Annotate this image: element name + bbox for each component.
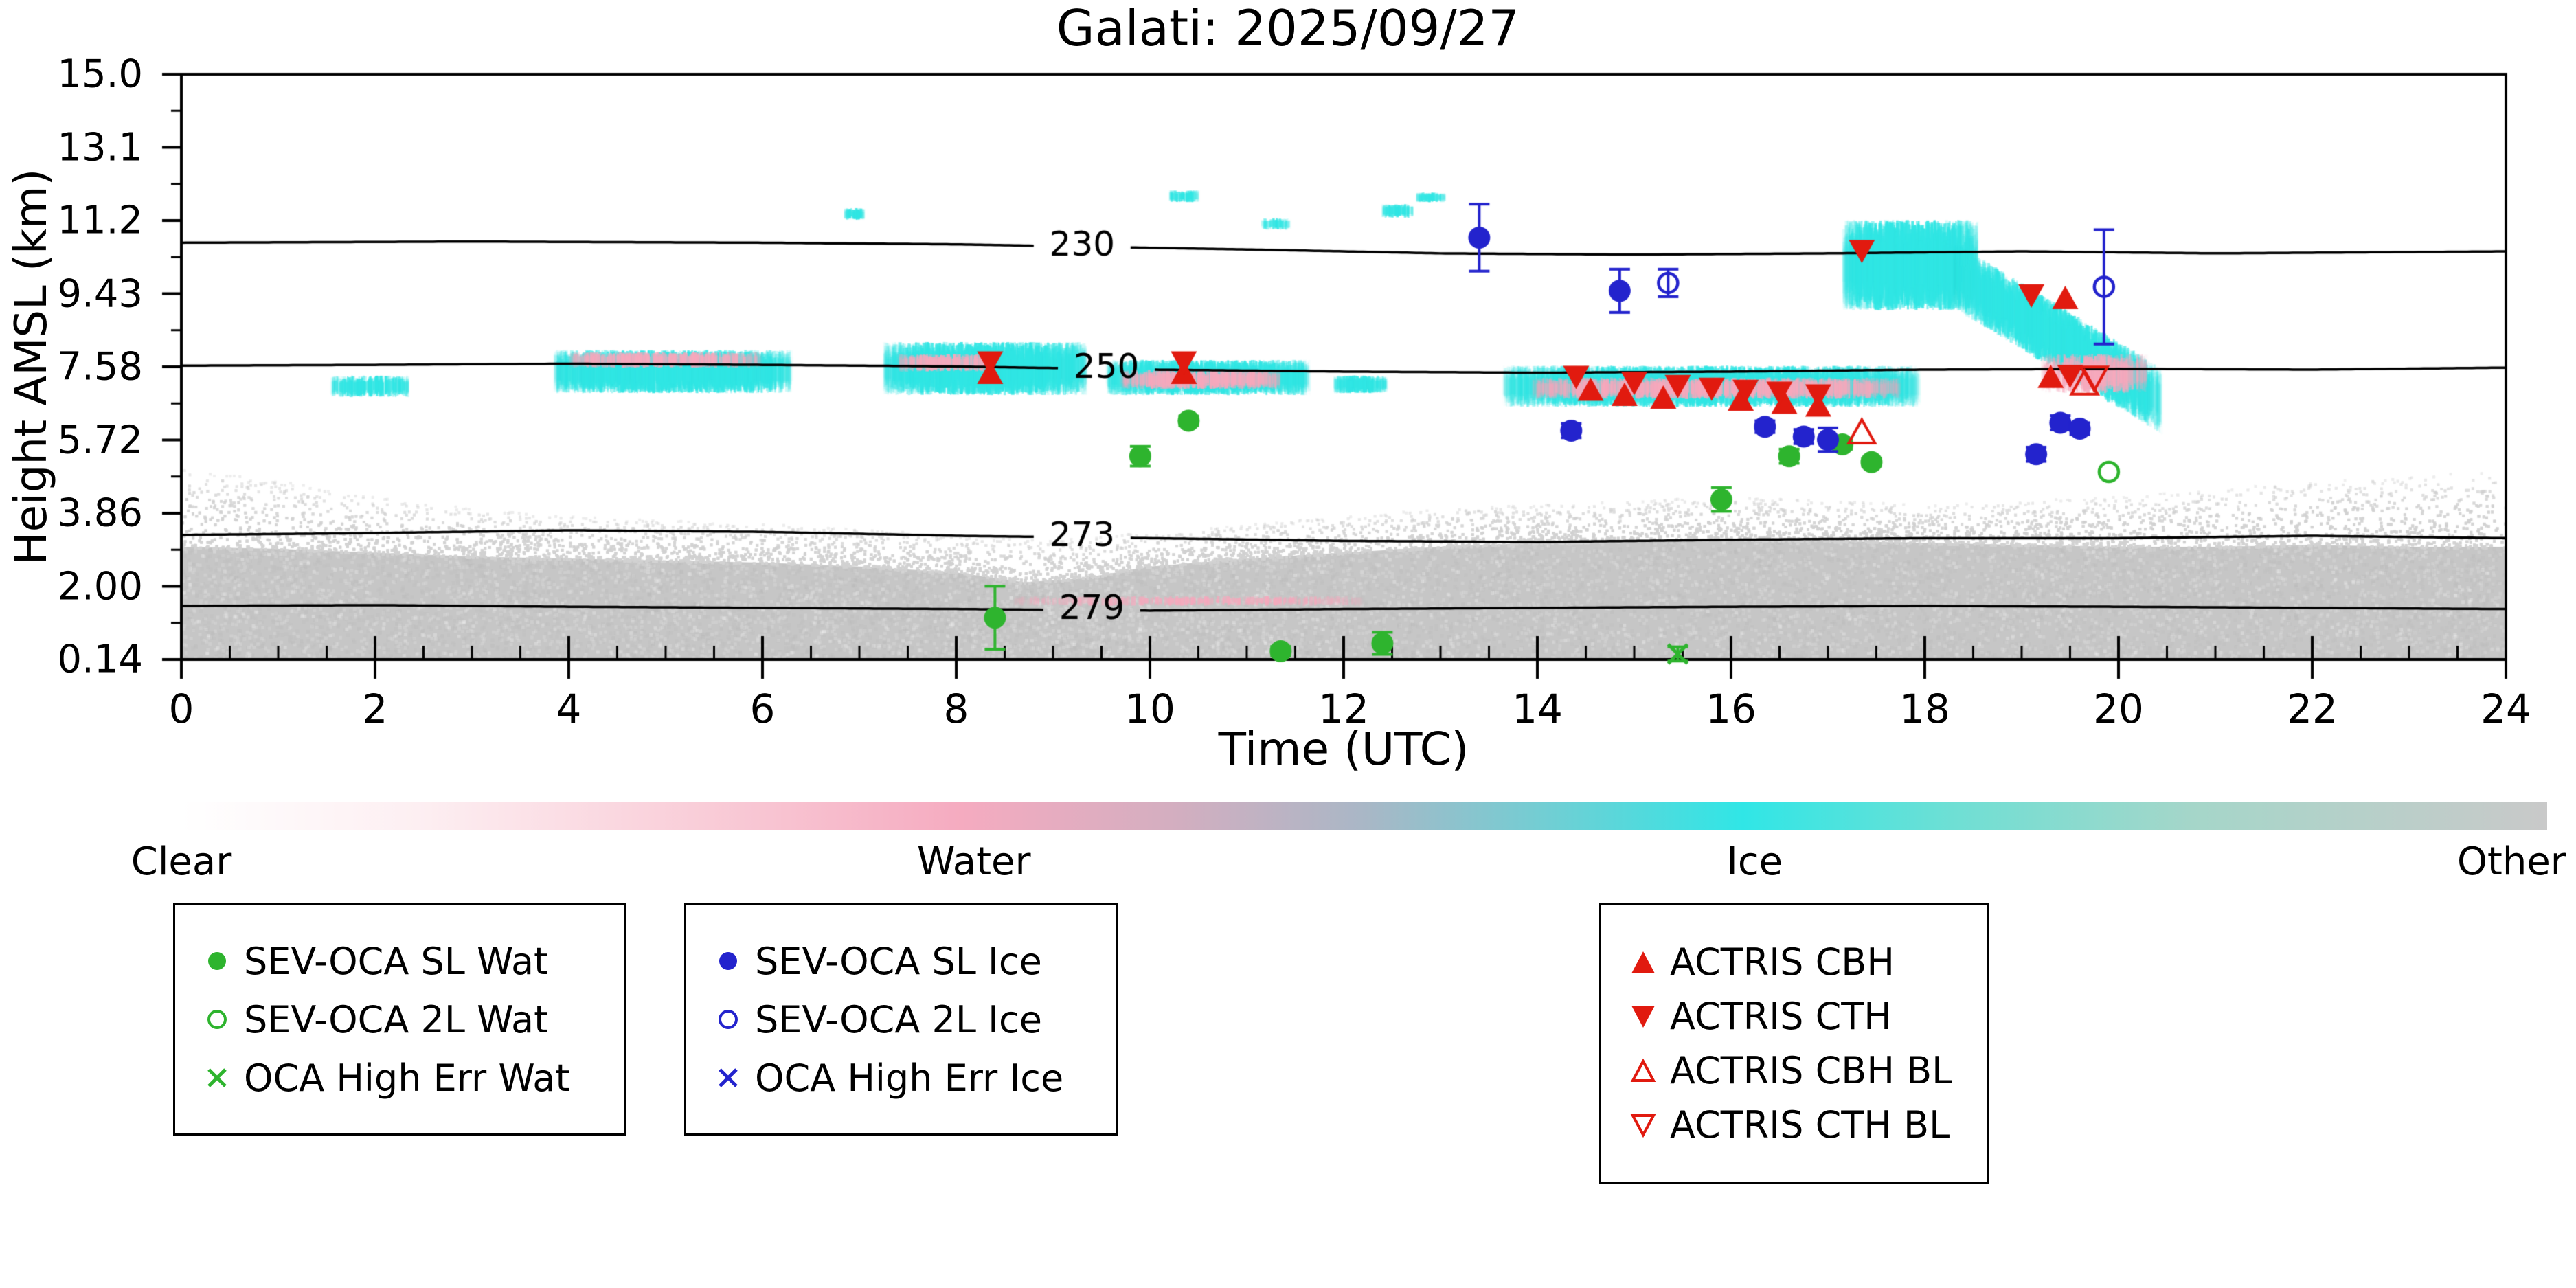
x-tick-label: 6 [749, 686, 776, 732]
x-tick-label: 20 [2093, 686, 2144, 732]
legend-item-high_err_wat: OCA High Err Wat [201, 1057, 598, 1100]
legend-label-cth: ACTRIS CTH [1670, 995, 1892, 1038]
colorbar-label-water: Water [916, 839, 1031, 884]
y-tick-label: 0.14 [57, 637, 143, 682]
2l_ice-marker-icon [719, 1010, 738, 1029]
legend-label-sl_ice: SEV-OCA SL Ice [755, 939, 1042, 983]
legend-label-sl_wat: SEV-OCA SL Wat [244, 939, 549, 983]
x-tick-label: 2 [362, 686, 388, 732]
y-tick-label: 2.00 [57, 564, 143, 609]
x-tick-label: 16 [1706, 686, 1756, 732]
x-tick-label: 8 [943, 686, 969, 732]
colorbar-label-ice: Ice [1726, 839, 1783, 884]
sl_ice-marker-icon [719, 952, 737, 970]
cbh-marker-icon [1631, 951, 1655, 973]
y-tick-label: 15.0 [57, 52, 143, 97]
x-axis-label: Time (UTC) [1218, 723, 1469, 776]
sl_wat-marker-icon [208, 952, 226, 970]
legend-label-cth_bl: ACTRIS CTH BL [1670, 1103, 1950, 1146]
y-axis-label: Height AMSL (km) [6, 168, 57, 565]
x-tick-label: 10 [1125, 686, 1175, 732]
cth_bl-marker-icon [1630, 1114, 1656, 1138]
legend-box-ice: SEV-OCA SL Ice SEV-OCA 2L Ice OCA High Err… [684, 903, 1118, 1136]
legend-label-cbh_bl: ACTRIS CBH BL [1670, 1049, 1953, 1092]
y-tick-label: 9.43 [57, 271, 143, 316]
legend-item-sl_wat: SEV-OCA SL Wat [201, 940, 598, 983]
cth-marker-icon [1631, 1005, 1655, 1028]
x-tick-label: 14 [1512, 686, 1563, 732]
colorbar-label-other: Other [2456, 839, 2566, 884]
legend-item-high_err_ice: OCA High Err Ice [712, 1057, 1090, 1100]
x-tick-label: 24 [2481, 686, 2531, 732]
y-tick-label: 7.58 [57, 344, 143, 389]
x-tick-label: 22 [2287, 686, 2338, 732]
legend-label-2l_ice: SEV-OCA 2L Ice [755, 997, 1042, 1041]
legend-item-cbh: ACTRIS CBH [1627, 940, 1961, 984]
x-tick-label: 0 [168, 686, 194, 732]
legend-label-high_err_wat: OCA High Err Wat [244, 1056, 570, 1100]
legend-item-2l_wat: SEV-OCA 2L Wat [201, 998, 598, 1041]
high_err_ice-marker-icon [719, 1068, 738, 1087]
legend-label-cbh: ACTRIS CBH [1670, 940, 1895, 984]
legend-label-2l_wat: SEV-OCA 2L Wat [244, 997, 549, 1041]
legend-box-water: SEV-OCA SL Wat SEV-OCA 2L Wat OCA High Err… [173, 903, 626, 1136]
y-tick-label: 3.86 [57, 490, 143, 536]
legend-box-actris: ACTRIS CBH ACTRIS CTH ACTRIS CBH BL ACTRIS … [1599, 903, 1989, 1184]
y-tick-label: 13.1 [57, 125, 143, 170]
x-tick-label: 12 [1318, 686, 1369, 732]
colorbar [181, 802, 2547, 830]
x-tick-label: 4 [556, 686, 582, 732]
legend-item-cbh_bl: ACTRIS CBH BL [1627, 1049, 1961, 1092]
legend-item-cth_bl: ACTRIS CTH BL [1627, 1103, 1961, 1146]
y-tick-label: 5.72 [57, 418, 143, 462]
high_err_wat-marker-icon [207, 1068, 227, 1087]
y-tick-label: 11.2 [57, 198, 143, 243]
colorbar-label-clear: Clear [131, 839, 232, 884]
x-tick-label: 18 [1899, 686, 1950, 732]
2l_wat-marker-icon [207, 1010, 227, 1029]
legend-item-2l_ice: SEV-OCA 2L Ice [712, 998, 1090, 1041]
chart-title: Galati: 2025/09/27 [1056, 0, 1520, 57]
cbh_bl-marker-icon [1630, 1058, 1656, 1082]
legend-label-high_err_ice: OCA High Err Ice [755, 1056, 1064, 1100]
legend-item-cth: ACTRIS CTH [1627, 995, 1961, 1038]
legend-item-sl_ice: SEV-OCA SL Ice [712, 940, 1090, 983]
